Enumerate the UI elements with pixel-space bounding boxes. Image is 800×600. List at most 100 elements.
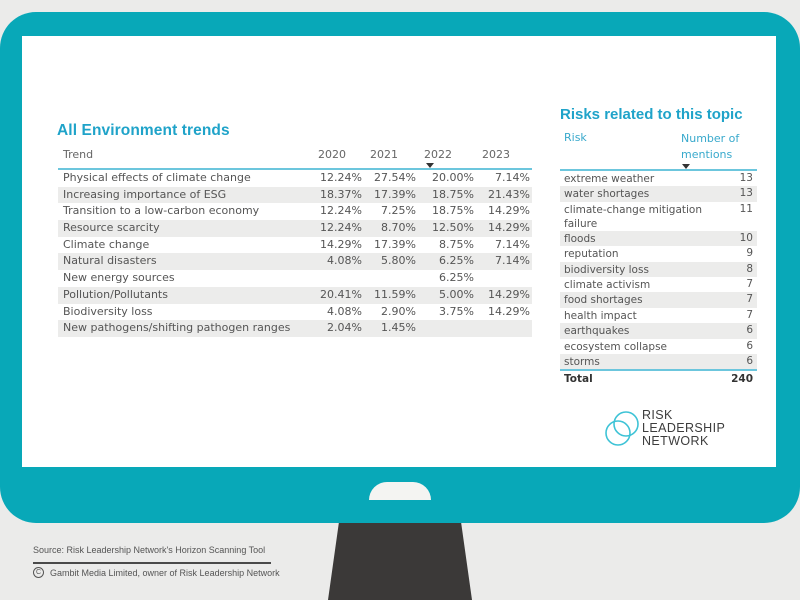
- value-2023: 14.29%: [488, 287, 530, 301]
- risk-name: biodiversity loss: [564, 263, 649, 276]
- trend-name: Increasing importance of ESG: [63, 187, 227, 201]
- risk-name: climate-change mitigation failure: [564, 203, 703, 230]
- trend-name: Climate change: [63, 237, 150, 251]
- interlocking-circles-icon: [605, 411, 639, 446]
- value-2020: 20.41%: [320, 287, 362, 301]
- trend-row: Pollution/Pollutants 20.41% 11.59% 5.00% 14.…: [58, 286, 532, 304]
- source-caption: Source: Risk Leadership Network's Horizo…: [33, 545, 266, 555]
- risk-mentions: 8: [746, 262, 753, 275]
- risk-name: earthquakes: [564, 325, 630, 338]
- value-2023: 21.43%: [488, 187, 530, 201]
- column-header-2022[interactable]: 2022: [424, 148, 452, 161]
- value-2022: 3.75%: [439, 304, 474, 318]
- trend-row: Resource scarcity 12.24% 8.70% 12.50% 14.29%: [58, 220, 532, 237]
- value-2023: 7.14%: [495, 171, 530, 184]
- risk-row: climate-change mitigation failure 11: [560, 202, 757, 231]
- sort-descending-icon: [426, 163, 434, 168]
- footer-divider: [33, 562, 271, 564]
- value-2022: 20.00%: [432, 171, 474, 184]
- value-2021: 17.39%: [374, 187, 416, 201]
- value-2022: 18.75%: [432, 187, 474, 201]
- value-2020: 2.04%: [327, 321, 362, 335]
- column-header-risk[interactable]: Risk: [564, 131, 587, 144]
- risk-mentions: 11: [739, 202, 753, 215]
- value-2021: 8.70%: [381, 221, 416, 235]
- risk-row: water shortages 13: [560, 186, 757, 202]
- value-2022: 6.25%: [439, 271, 474, 285]
- value-2021: 5.80%: [381, 254, 416, 268]
- risk-name: health impact: [564, 309, 637, 322]
- risk-row: biodiversity loss 8: [560, 261, 757, 277]
- risk-mentions: 6: [746, 354, 753, 367]
- value-2020: 12.24%: [320, 171, 362, 184]
- trend-name: New pathogens/shifting pathogen ranges: [63, 321, 291, 335]
- risks-title: Risks related to this topic: [560, 106, 743, 123]
- trend-row: New pathogens/shifting pathogen ranges 2.…: [58, 320, 532, 337]
- value-2023: 14.29%: [488, 221, 530, 235]
- value-2020: 14.29%: [320, 237, 362, 251]
- risk-name: extreme weather: [564, 173, 655, 185]
- trend-row: Biodiversity loss 4.08% 2.90% 3.75% 14.29%: [58, 304, 532, 321]
- risk-mentions: 7: [746, 308, 753, 321]
- value-2021: 7.25%: [381, 204, 416, 218]
- sort-descending-icon: [682, 164, 690, 169]
- risk-row: earthquakes 6: [560, 323, 757, 339]
- monitor-screen: All Environment trends Trend 2020 2021 2…: [22, 36, 776, 467]
- trend-row: Natural disasters 4.08% 5.80% 6.25% 7.14%: [58, 253, 532, 271]
- monitor-frame: All Environment trends Trend 2020 2021 2…: [0, 12, 800, 523]
- column-header-mentions[interactable]: Number of mentions: [681, 132, 740, 161]
- column-header-2020[interactable]: 2020: [318, 148, 346, 161]
- risk-row: extreme weather 13: [560, 171, 757, 186]
- trends-title: All Environment trends: [57, 122, 230, 139]
- logo-line-2: LEADERSHIP: [642, 421, 726, 435]
- value-2021: 11.59%: [374, 287, 416, 301]
- column-header-2023[interactable]: 2023: [482, 148, 510, 161]
- value-2023: 7.14%: [495, 254, 530, 268]
- risk-mentions: 13: [739, 187, 753, 200]
- trend-row: Transition to a low-carbon economy 12.24%…: [58, 203, 532, 220]
- risk-mentions: 7: [746, 277, 753, 290]
- value-2022: 18.75%: [432, 204, 474, 218]
- value-2023: 14.29%: [488, 204, 530, 218]
- risk-row: floods 10: [560, 230, 757, 247]
- risk-name: reputation: [564, 248, 619, 261]
- trend-name: Pollution/Pollutants: [63, 287, 168, 301]
- trend-name: Resource scarcity: [63, 221, 160, 235]
- value-2022: 12.50%: [432, 221, 474, 235]
- value-2021: 2.90%: [381, 304, 416, 318]
- risk-name: climate activism: [564, 278, 651, 291]
- risk-row: health impact 7: [560, 308, 757, 323]
- trends-table-header: Trend 2020 2021 2022 2023: [58, 144, 532, 170]
- column-header-2021[interactable]: 2021: [370, 148, 398, 161]
- value-2020: 18.37%: [320, 187, 362, 201]
- trend-name: Transition to a low-carbon economy: [63, 204, 260, 218]
- value-2022: 6.25%: [439, 254, 474, 268]
- trend-row: Physical effects of climate change 12.24%…: [58, 170, 532, 187]
- trend-name: Physical effects of climate change: [63, 171, 251, 184]
- risks-total-row: Total 240: [560, 369, 757, 385]
- value-2021: 27.54%: [374, 171, 416, 184]
- trend-name: Biodiversity loss: [63, 304, 153, 318]
- risk-name: storms: [564, 355, 600, 368]
- risks-table-header: Risk Number of mentions: [560, 128, 757, 171]
- column-header-trend[interactable]: Trend: [63, 148, 94, 161]
- copyright-text: Gambit Media Limited, owner of Risk Lead…: [50, 567, 280, 578]
- trend-name: New energy sources: [63, 271, 175, 285]
- total-value: 240: [731, 373, 753, 386]
- value-2020: 4.08%: [327, 254, 362, 268]
- trend-name: Natural disasters: [63, 254, 157, 268]
- risk-row: ecosystem collapse 6: [560, 339, 757, 354]
- risk-name: water shortages: [564, 188, 650, 201]
- trends-table: Trend 2020 2021 2022 2023 Physical effec…: [58, 144, 532, 337]
- monitor-stand: [328, 515, 472, 600]
- trend-row: Climate change 14.29% 17.39% 8.75% 7.14%: [58, 237, 532, 254]
- risk-mentions: 10: [739, 231, 753, 244]
- copyright-line: C Gambit Media Limited, owner of Risk Le…: [33, 567, 280, 578]
- value-2022: 5.00%: [439, 287, 474, 301]
- risk-name: ecosystem collapse: [564, 340, 668, 353]
- trend-row: Increasing importance of ESG 18.37% 17.39%…: [58, 186, 532, 204]
- total-label: Total: [564, 373, 593, 386]
- logo-line-1: RISK: [642, 408, 673, 422]
- risk-mentions: 13: [739, 172, 753, 184]
- risk-name: food shortages: [564, 294, 643, 307]
